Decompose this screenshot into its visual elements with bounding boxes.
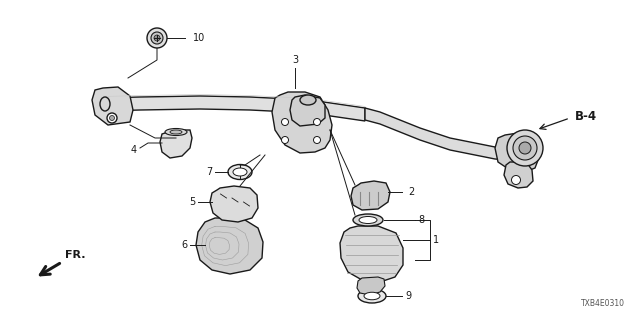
Circle shape <box>282 137 289 143</box>
Ellipse shape <box>353 214 383 226</box>
Circle shape <box>151 32 163 44</box>
Ellipse shape <box>359 217 377 223</box>
Text: 1: 1 <box>433 235 439 245</box>
Ellipse shape <box>358 289 386 303</box>
Text: FR.: FR. <box>65 250 86 260</box>
Ellipse shape <box>100 97 110 111</box>
Ellipse shape <box>170 130 182 134</box>
Text: 4: 4 <box>131 145 137 155</box>
Polygon shape <box>495 132 540 172</box>
Circle shape <box>314 118 321 125</box>
Polygon shape <box>196 218 263 274</box>
Text: 7: 7 <box>206 167 212 177</box>
Circle shape <box>282 118 289 125</box>
Ellipse shape <box>228 164 252 180</box>
Text: 3: 3 <box>292 55 298 65</box>
Ellipse shape <box>300 95 316 105</box>
Text: B-4: B-4 <box>575 109 597 123</box>
Text: 10: 10 <box>193 33 205 43</box>
Circle shape <box>511 175 520 185</box>
Circle shape <box>154 35 160 41</box>
Polygon shape <box>504 162 533 188</box>
Polygon shape <box>105 96 365 121</box>
Text: 5: 5 <box>189 197 195 207</box>
Circle shape <box>107 113 117 123</box>
Circle shape <box>507 130 543 166</box>
Circle shape <box>519 142 531 154</box>
Ellipse shape <box>233 168 247 176</box>
Polygon shape <box>290 95 325 126</box>
Ellipse shape <box>364 292 380 300</box>
Circle shape <box>314 137 321 143</box>
Polygon shape <box>351 181 390 210</box>
Polygon shape <box>357 277 385 295</box>
Polygon shape <box>365 108 510 160</box>
Text: 6: 6 <box>181 240 187 250</box>
Text: 9: 9 <box>405 291 411 301</box>
Polygon shape <box>92 87 133 125</box>
Circle shape <box>147 28 167 48</box>
Polygon shape <box>272 92 332 153</box>
Circle shape <box>109 116 115 121</box>
Polygon shape <box>340 226 403 282</box>
Circle shape <box>513 136 537 160</box>
Text: 8: 8 <box>418 215 424 225</box>
Polygon shape <box>160 130 192 158</box>
Text: 2: 2 <box>408 187 414 197</box>
Polygon shape <box>210 186 258 222</box>
Ellipse shape <box>165 129 187 135</box>
Text: TXB4E0310: TXB4E0310 <box>581 299 625 308</box>
